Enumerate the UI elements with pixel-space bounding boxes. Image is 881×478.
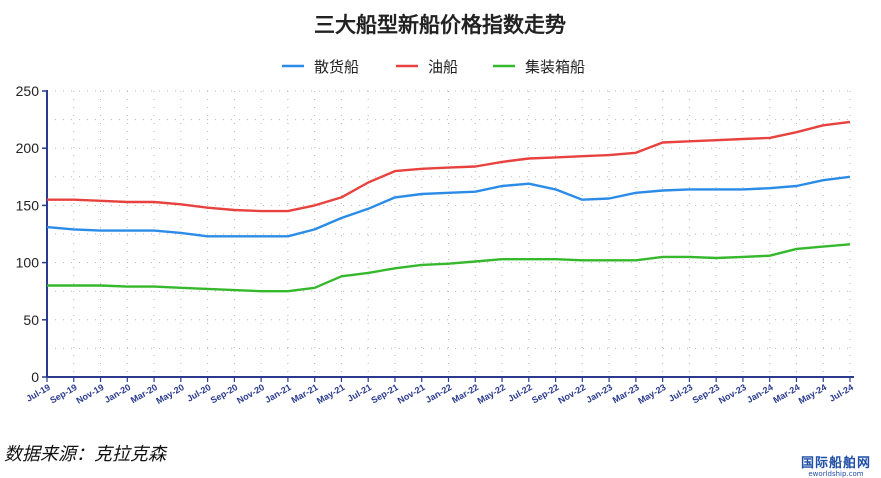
watermark-en: eworldship.com	[808, 470, 864, 478]
x-tick-label: Sep-21	[369, 382, 400, 405]
x-tick-label: Jul-19	[24, 382, 52, 404]
x-tick-label: Jul-20	[185, 382, 213, 404]
x-tick-label: May-21	[315, 382, 346, 406]
x-tick-label: Nov-19	[75, 382, 106, 406]
y-axis-ticks: 0 50 100 150 200 250	[16, 83, 47, 385]
x-tick-label: Nov-21	[396, 382, 427, 406]
y-tick-label: 100	[16, 255, 40, 271]
x-tick-label: Jan-21	[263, 382, 293, 405]
data-source: 数据来源：克拉克森	[4, 444, 166, 465]
x-tick-label: Jan-24	[745, 382, 775, 405]
x-tick-label: Jul-21	[346, 382, 374, 404]
x-tick-label: Mar-22	[450, 382, 480, 405]
series-line-2	[47, 120, 851, 213]
grid	[47, 90, 854, 377]
x-tick-label: May-22	[476, 382, 507, 406]
x-tick-label: Nov-20	[235, 382, 266, 406]
x-tick-label: May-24	[797, 382, 828, 406]
y-tick-label: 50	[23, 312, 39, 328]
x-tick-label: Mar-24	[771, 382, 801, 405]
x-tick-label: Sep-19	[48, 382, 79, 405]
x-tick-label: May-20	[154, 382, 185, 406]
x-tick-label: Mar-23	[611, 382, 641, 405]
watermark: 国际船舶网 eworldship.com	[801, 452, 871, 478]
y-tick-label: 250	[16, 83, 40, 99]
x-tick-label: Jul-23	[667, 382, 695, 404]
series-line-3	[47, 243, 851, 293]
x-tick-label: Mar-21	[290, 382, 320, 405]
x-tick-label: May-23	[636, 382, 667, 406]
watermark-cn: 国际船舶网	[800, 456, 871, 471]
legend-label: 油船	[428, 58, 458, 76]
x-tick-label: Jan-23	[584, 382, 614, 405]
y-tick-label: 0	[31, 369, 39, 385]
x-tick-label: Jul-24	[827, 382, 855, 404]
series-line-1	[46, 175, 851, 238]
x-tick-label: Jan-22	[424, 382, 454, 405]
y-tick-label: 200	[16, 140, 40, 156]
x-tick-label: Nov-22	[556, 382, 587, 406]
legend-label: 集装箱船	[525, 58, 585, 76]
x-tick-label: Nov-23	[717, 382, 748, 406]
x-tick-label: Jan-20	[103, 382, 133, 405]
x-tick-label: Sep-22	[530, 382, 561, 405]
legend: 散货船 油船 集装箱船	[282, 58, 585, 76]
x-tick-label: Jul-22	[506, 382, 534, 404]
chart-title: 三大船型新船价格指数走势	[314, 12, 566, 37]
legend-label: 散货船	[314, 58, 359, 76]
series-lines	[46, 120, 851, 293]
x-tick-label: Mar-20	[129, 382, 159, 405]
x-tick-label: Sep-20	[209, 382, 240, 405]
axes	[46, 90, 854, 378]
y-tick-label: 150	[16, 197, 40, 213]
x-tick-label: Sep-23	[691, 382, 722, 405]
